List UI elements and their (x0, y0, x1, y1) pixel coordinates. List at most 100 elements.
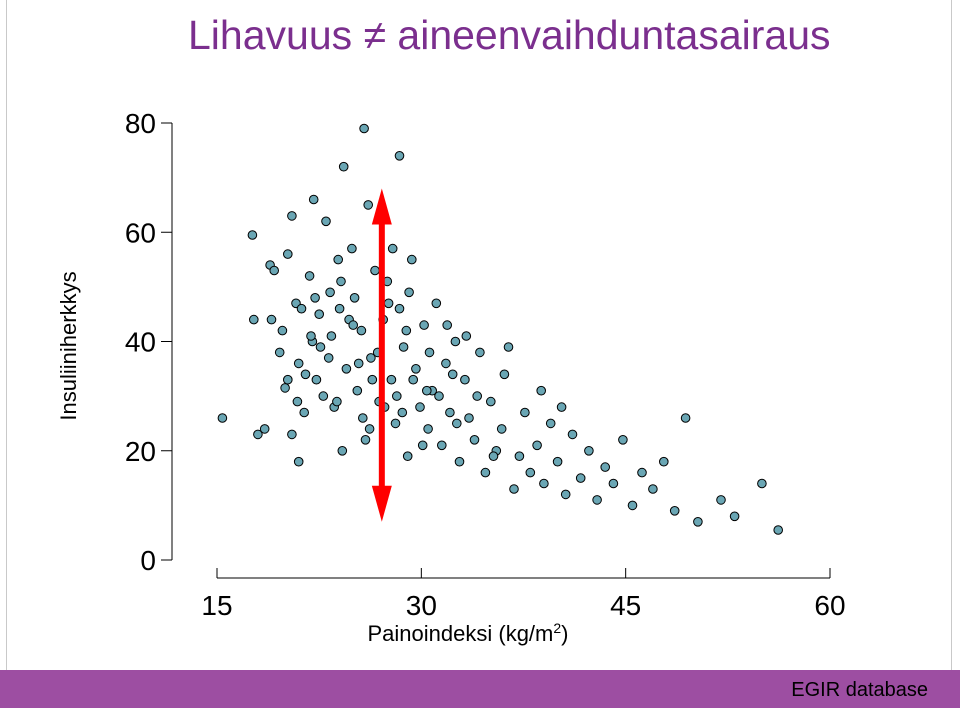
data-point (253, 429, 263, 440)
data-point (394, 151, 405, 161)
data-point (360, 435, 371, 445)
data-point (392, 391, 402, 401)
data-point (401, 325, 412, 336)
data-point (280, 383, 290, 393)
slide-title: Lihavuus ≠ aineenvaihduntasairaus (188, 12, 831, 58)
data-point (321, 216, 331, 227)
data-point (247, 230, 258, 240)
data-point (514, 451, 525, 462)
data-point (627, 500, 638, 511)
footer-bar: EGIR database (0, 670, 960, 708)
y-tick-label: 80 (125, 108, 156, 139)
y-axis-label: Insuliiniherkkys (56, 271, 81, 420)
data-point (472, 391, 483, 401)
data-point (347, 243, 357, 254)
data-point (337, 446, 348, 456)
x-tick-label: 30 (406, 590, 437, 621)
data-point (532, 440, 542, 451)
data-point (287, 211, 297, 221)
data-point (367, 374, 378, 385)
data-point (334, 303, 345, 314)
data-point (503, 342, 514, 352)
data-point (441, 358, 451, 369)
data-point (536, 385, 547, 396)
data-point (509, 484, 519, 494)
data-point (390, 418, 401, 429)
range-arrow (371, 188, 392, 522)
data-point (496, 424, 507, 434)
data-point (259, 424, 270, 434)
data-point (419, 320, 429, 330)
data-point (356, 325, 367, 336)
y-tick-label: 40 (125, 327, 156, 358)
data-point (292, 396, 303, 407)
data-point (729, 511, 740, 522)
data-point (315, 342, 326, 352)
data-point (332, 396, 342, 407)
data-point (269, 265, 280, 276)
data-point (363, 200, 374, 210)
data-point (311, 374, 322, 385)
data-point (773, 525, 784, 535)
data-point (397, 407, 408, 418)
data-point (575, 473, 586, 483)
data-point (600, 462, 611, 472)
data-point (398, 342, 409, 352)
data-point (293, 358, 304, 369)
data-point (618, 435, 628, 445)
data-point (287, 429, 297, 440)
data-point (486, 396, 496, 407)
data-point (383, 298, 394, 309)
data-point (353, 358, 364, 369)
data-point (348, 320, 359, 330)
arrow-head-up (371, 188, 392, 225)
data-point (266, 314, 277, 325)
data-point (338, 161, 349, 172)
data-point (359, 123, 369, 134)
data-point (452, 418, 462, 429)
data-point (592, 495, 602, 505)
data-point (480, 467, 491, 478)
y-tick-label: 60 (125, 217, 156, 248)
data-point (364, 424, 375, 434)
data-point (669, 506, 680, 516)
data-point (437, 440, 447, 451)
data-point (460, 374, 470, 385)
data-point (325, 287, 335, 298)
arrow-shaft (378, 222, 385, 488)
data-point (450, 336, 461, 347)
data-point (488, 451, 499, 462)
data-point (296, 303, 307, 314)
data-point (648, 484, 658, 494)
data-point (308, 194, 319, 205)
data-point (299, 407, 310, 418)
x-axis-label: Painoindeksi (kg/m2) (368, 620, 569, 646)
data-point (680, 413, 691, 423)
axes: 0 20 40 60 80 15 30 45 60 (125, 108, 846, 621)
data-point (431, 298, 442, 309)
data-point (424, 347, 435, 358)
data-point (434, 391, 444, 401)
data-point (454, 456, 465, 467)
data-point (556, 402, 567, 412)
data-point (387, 243, 398, 254)
data-point (394, 303, 405, 314)
data-point (306, 331, 316, 341)
data-point (567, 429, 578, 440)
data-point (539, 478, 549, 489)
x-tick-label: 15 (201, 590, 232, 621)
data-point (304, 271, 315, 281)
data-point (326, 331, 337, 341)
data-point (407, 254, 417, 265)
data-point (693, 517, 703, 527)
data-point (442, 320, 453, 330)
data-point (336, 276, 346, 287)
data-point (274, 347, 285, 358)
data-point (341, 364, 352, 374)
data-point (608, 478, 619, 489)
y-tick-label: 20 (125, 436, 156, 467)
data-point (283, 249, 293, 259)
data-point (333, 254, 344, 265)
y-tick-label: 0 (140, 545, 156, 576)
